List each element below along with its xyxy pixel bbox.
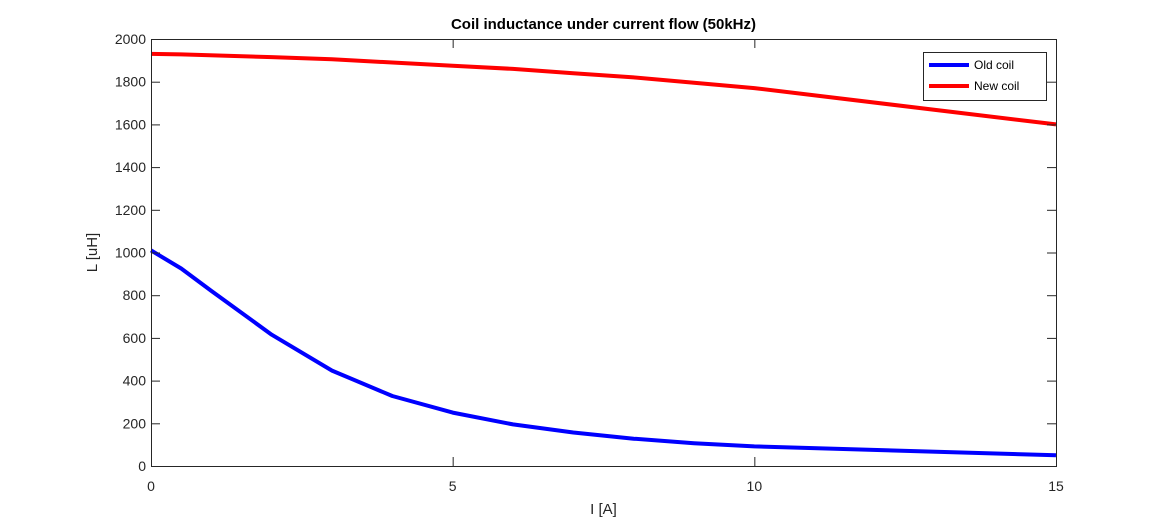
series-layer	[149, 51, 1057, 458]
legend-label-1: Old coil	[974, 58, 1014, 72]
x-tick-label: 0	[147, 478, 155, 494]
plot-area	[151, 39, 1056, 466]
chart-title: Coil inductance under current flow (50kH…	[451, 16, 756, 33]
y-axis-label: L [uH]	[84, 233, 101, 272]
y-tick-label: 1800	[115, 74, 146, 90]
y-tick-label: 1600	[115, 116, 146, 132]
y-tick-label: 800	[123, 287, 147, 303]
ticks-layer: 0 5 10 15 0 200 400 600 800 1000 1200 1400 1600 1800 2…	[115, 31, 1064, 494]
y-tick-label: 1200	[115, 202, 146, 218]
x-tick-label: 5	[449, 478, 457, 494]
y-tick-label: 2000	[115, 31, 146, 47]
y-tick-label: 400	[123, 373, 147, 389]
x-tick-label: 10	[747, 478, 763, 494]
x-tick-label: 15	[1048, 478, 1064, 494]
legend-label-2: New coil	[974, 79, 1019, 93]
y-tick-label: 0	[138, 458, 146, 474]
y-tick-label: 1400	[115, 159, 146, 175]
y-tick-label: 600	[123, 330, 147, 346]
y-tick-label: 1000	[115, 245, 146, 261]
y-tick-label: 200	[123, 415, 147, 431]
x-axis-label: I [A]	[590, 501, 617, 518]
legend: Old coil New coil	[923, 52, 1047, 101]
series-line-2	[150, 51, 1057, 127]
legend-box	[923, 52, 1047, 101]
series-line-1	[149, 248, 1057, 458]
